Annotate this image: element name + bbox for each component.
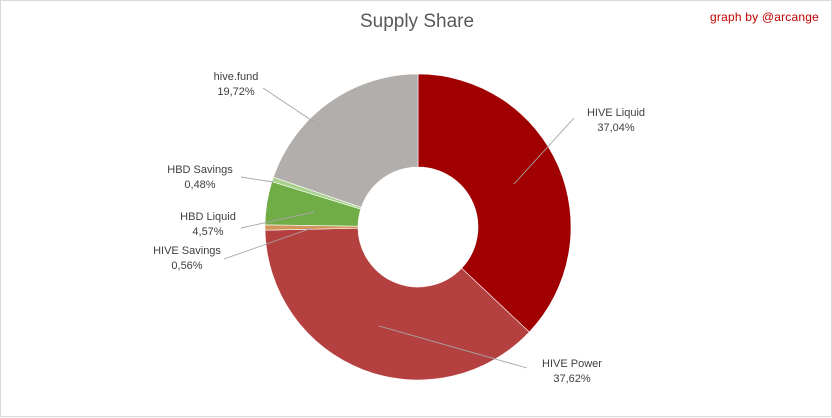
leader-line-hbd-liquid (240, 211, 315, 229)
data-label-name-hive-liquid: HIVE Liquid (587, 107, 645, 119)
leader-line-hive-power (378, 325, 528, 369)
data-label-name-hbd-liquid: HBD Liquid (180, 211, 236, 223)
data-label-value-hive-savings: 0,56% (171, 260, 202, 272)
data-label-name-hive-savings: HIVE Savings (153, 245, 221, 257)
data-label-name-hive-power: HIVE Power (542, 358, 602, 370)
data-label-value-hive-fund: 19,72% (217, 86, 255, 98)
slice-hive-power (264, 227, 530, 381)
credit-label: graph by @arcange (710, 10, 819, 24)
data-label-value-hive-liquid: 37,04% (597, 122, 635, 134)
data-label-value-hbd-savings: 0,48% (184, 179, 215, 191)
leader-line-hive-liquid (513, 117, 575, 185)
data-label-value-hbd-liquid: 4,57% (192, 226, 223, 238)
leader-line-hive-savings (223, 227, 313, 260)
leader-line-hive-fund (262, 87, 324, 129)
leader-line-hbd-savings (240, 176, 274, 183)
slice-hive-fund (272, 73, 419, 208)
chart-title: Supply Share (359, 11, 475, 32)
data-label-name-hbd-savings: HBD Savings (167, 164, 233, 176)
data-label-value-hive-power: 37,62% (553, 373, 591, 385)
slice-hive-liquid (417, 73, 572, 333)
data-label-name-hive-fund: hive.fund (214, 71, 259, 83)
